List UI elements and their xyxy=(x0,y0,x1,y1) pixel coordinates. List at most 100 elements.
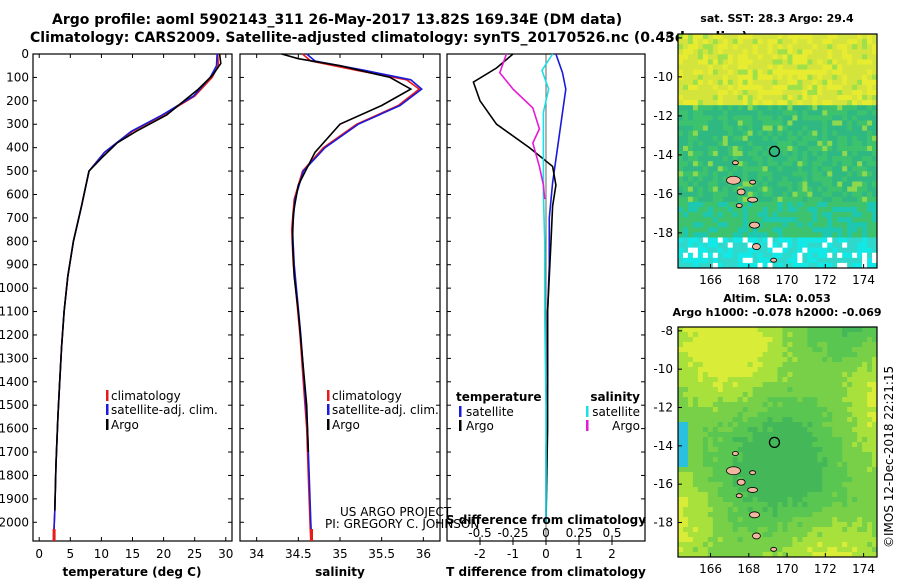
heatmap-cell xyxy=(827,337,833,343)
heatmap-cell xyxy=(707,457,714,463)
heatmap-cell xyxy=(852,517,858,523)
heatmap-cell xyxy=(832,232,838,238)
x-tick-label: 20 xyxy=(156,547,171,561)
heatmap-cell xyxy=(742,347,749,353)
heatmap-cell xyxy=(867,181,873,188)
heatmap-cell xyxy=(707,477,714,483)
heatmap-cell xyxy=(872,502,878,508)
heatmap-cell xyxy=(797,362,803,368)
heatmap-cell xyxy=(707,145,714,152)
heatmap-cell xyxy=(852,502,858,508)
heatmap-cell xyxy=(872,442,878,448)
heatmap-cell xyxy=(777,59,783,65)
heatmap-cell xyxy=(737,44,744,50)
heatmap-cell xyxy=(852,161,858,167)
heatmap-cell xyxy=(817,110,823,116)
heatmap-cell xyxy=(852,69,858,76)
heatmap-cell xyxy=(862,462,868,468)
heatmap-cell xyxy=(797,467,803,473)
heatmap-cell xyxy=(682,492,689,498)
heatmap-cell xyxy=(797,222,803,228)
heatmap-cell xyxy=(792,437,798,443)
heatmap-cell xyxy=(712,537,719,543)
heatmap-cell xyxy=(762,171,768,177)
heatmap-cell xyxy=(807,110,813,116)
heatmap-cell xyxy=(712,125,719,132)
heatmap-cell xyxy=(827,171,833,177)
heatmap-cell xyxy=(747,34,754,40)
heatmap-cell xyxy=(707,382,714,388)
heatmap-cell xyxy=(847,201,853,208)
heatmap-cell xyxy=(862,145,868,152)
heatmap-cell xyxy=(802,135,808,142)
y-tick-label: 700 xyxy=(6,211,29,225)
heatmap-cell xyxy=(802,437,808,443)
heatmap-cell xyxy=(757,517,763,523)
heatmap-cell xyxy=(742,39,749,45)
heatmap-cell xyxy=(802,145,808,152)
heatmap-cell xyxy=(772,522,778,528)
heatmap-cell xyxy=(697,156,704,162)
heatmap-cell xyxy=(802,237,808,243)
heatmap-cell xyxy=(842,105,848,111)
heatmap-cell xyxy=(742,547,749,553)
heatmap-cell xyxy=(817,196,823,203)
heatmap-cell xyxy=(678,212,684,218)
heatmap-cell xyxy=(792,100,798,106)
heatmap-cell xyxy=(712,140,719,147)
heatmap-cell xyxy=(862,232,868,238)
heatmap-cell xyxy=(872,176,878,182)
heatmap-cell xyxy=(837,69,843,76)
heatmap-cell xyxy=(792,367,798,373)
heatmap-cell xyxy=(827,95,833,101)
heatmap-cell xyxy=(862,252,868,259)
heatmap-cell xyxy=(687,517,694,523)
heatmap-cell xyxy=(872,115,878,121)
heatmap-cell xyxy=(857,257,863,264)
heatmap-cell xyxy=(802,432,808,438)
heatmap-cell xyxy=(707,59,714,65)
heatmap-cell xyxy=(807,140,813,147)
heatmap-cell xyxy=(702,257,709,264)
heatmap-cell xyxy=(822,176,828,182)
heatmap-cell xyxy=(747,156,754,162)
heatmap-cell xyxy=(802,252,808,259)
heatmap-cell xyxy=(792,176,798,182)
heatmap-cell xyxy=(817,151,823,157)
heatmap-cell xyxy=(707,79,714,86)
heatmap-cell xyxy=(797,352,803,358)
heatmap-cell xyxy=(727,372,734,378)
heatmap-cell xyxy=(692,34,699,40)
heatmap-cell xyxy=(872,472,878,478)
heatmap-cell xyxy=(712,472,719,478)
heatmap-cell xyxy=(867,352,873,358)
heatmap-cell xyxy=(852,222,858,228)
heatmap-cell xyxy=(722,397,729,403)
heatmap-cell xyxy=(742,342,749,348)
heatmap-cell xyxy=(847,34,853,40)
heatmap-cell xyxy=(867,537,873,543)
heatmap-cell xyxy=(867,532,873,538)
heatmap-cell xyxy=(777,227,783,233)
heatmap-cell xyxy=(862,120,868,126)
heatmap-cell xyxy=(857,145,863,152)
heatmap-cell xyxy=(772,357,778,363)
heatmap-cell xyxy=(722,347,729,353)
heatmap-cell xyxy=(702,34,709,40)
legend-label: satellite-adj. clim. xyxy=(332,403,439,417)
heatmap-cell xyxy=(707,49,714,55)
heatmap-cell xyxy=(752,477,759,483)
heatmap-cell xyxy=(862,191,868,198)
heatmap-cell xyxy=(762,537,768,543)
heatmap-cell xyxy=(727,105,734,111)
heatmap-cell xyxy=(747,402,754,408)
heatmap-cell xyxy=(827,382,833,388)
heatmap-cell xyxy=(792,232,798,238)
heatmap-cell xyxy=(862,217,868,223)
heatmap-cell xyxy=(792,252,798,259)
heatmap-cell xyxy=(847,95,853,101)
heatmap-cell xyxy=(742,352,749,358)
heatmap-cell xyxy=(777,49,783,55)
heatmap-cell xyxy=(797,477,803,483)
heatmap-cell xyxy=(857,467,863,473)
